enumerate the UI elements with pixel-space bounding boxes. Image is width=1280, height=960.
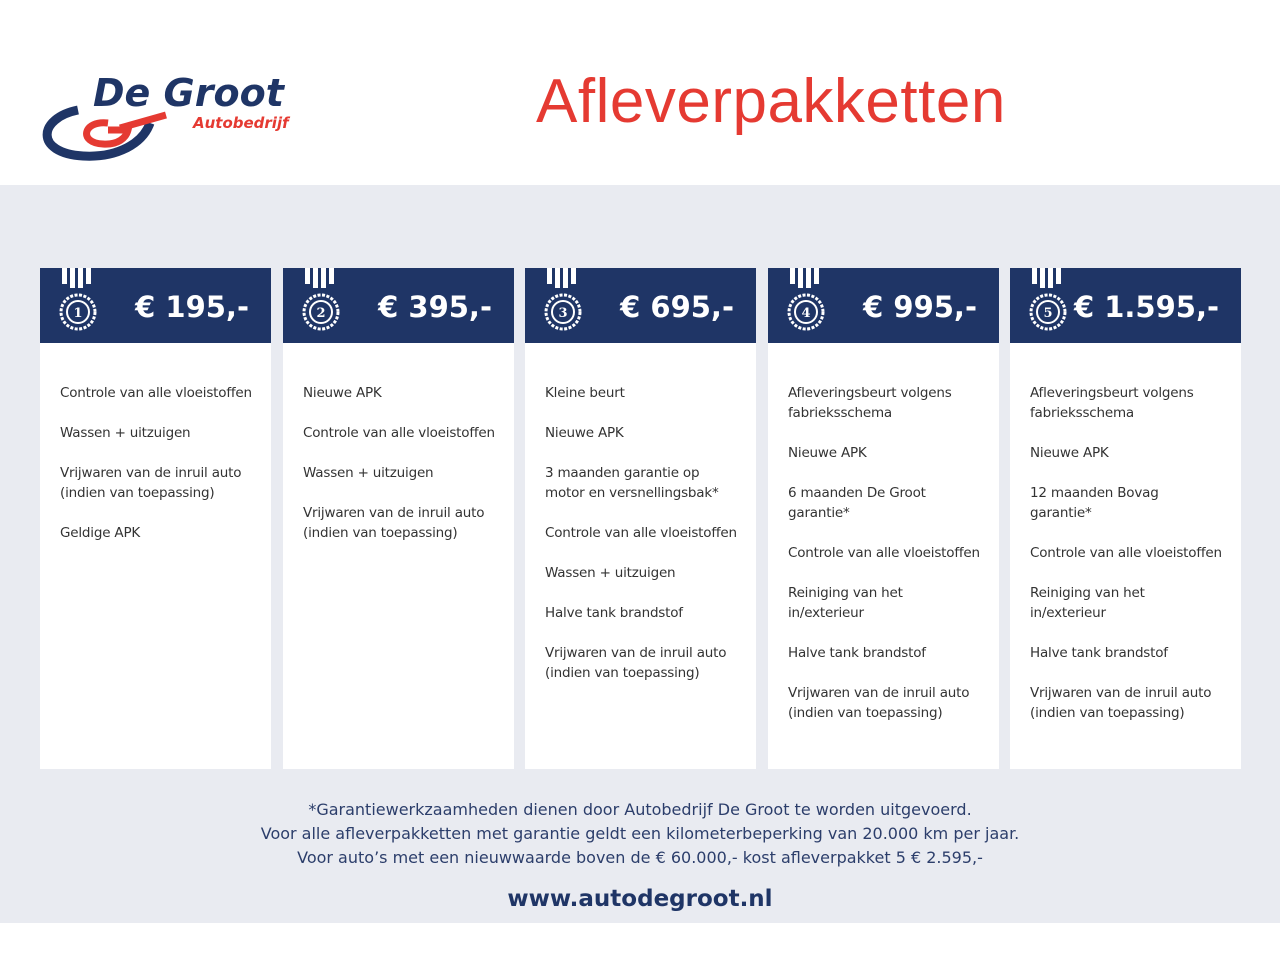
footnote-line: *Garantiewerkzaamheden dienen door Autob… xyxy=(308,800,972,819)
package-item: Controle van alle vloeistoffen xyxy=(1030,545,1222,561)
package-card: 1 € 195,- Controle van alle vloeistoffen W… xyxy=(40,268,271,769)
package-item: Halve tank brandstof xyxy=(788,645,926,661)
package-item: Geldige APK xyxy=(60,525,141,541)
package-item: Vrijwaren van de inruil auto (indien van… xyxy=(788,685,970,721)
package-price: € 995,- xyxy=(863,290,977,324)
package-header: 4 € 995,- xyxy=(768,268,999,343)
page-title: Afleverpakketten xyxy=(536,67,1006,136)
package-item: Halve tank brandstof xyxy=(545,605,683,621)
svg-text:3: 3 xyxy=(558,306,567,321)
package-item: Vrijwaren van de inruil auto (indien van… xyxy=(545,645,727,681)
package-item: 12 maanden Bovag garantie* xyxy=(1030,485,1159,521)
package-item: Afleveringsbeurt volgens fabrieksschema xyxy=(788,385,952,421)
package-item: 6 maanden De Groot garantie* xyxy=(788,485,926,521)
package-header: 2 € 395,- xyxy=(283,268,514,343)
package-item: Nieuwe APK xyxy=(545,425,624,441)
package-price: € 695,- xyxy=(620,290,734,324)
package-item: Nieuwe APK xyxy=(788,445,867,461)
package-item: Wassen + uitzuigen xyxy=(545,565,676,581)
package-item: Controle van alle vloeistoffen xyxy=(545,525,737,541)
header: De Groot Autobedrijf Afleverpakketten xyxy=(0,0,1280,185)
svg-text:2: 2 xyxy=(316,306,325,321)
package-price: € 1.595,- xyxy=(1073,290,1219,324)
package-item: Controle van alle vloeistoffen xyxy=(303,425,495,441)
package-item: Controle van alle vloeistoffen xyxy=(788,545,980,561)
package-item: Nieuwe APK xyxy=(303,385,382,401)
website-link[interactable]: www.autodegroot.nl xyxy=(507,886,773,912)
medal-icon: 1 xyxy=(59,268,97,331)
package-card: 5 € 1.595,- Afleveringsbeurt volgens fabr… xyxy=(1010,268,1241,769)
package-item: 3 maanden garantie op motor en versnelli… xyxy=(545,465,719,501)
package-item: Afleveringsbeurt volgens fabrieksschema xyxy=(1030,385,1194,421)
svg-text:4: 4 xyxy=(801,306,810,321)
package-item: Vrijwaren van de inruil auto (indien van… xyxy=(1030,685,1212,721)
package-item: Wassen + uitzuigen xyxy=(303,465,434,481)
package-item: Reiniging van het in/exterieur xyxy=(1030,585,1145,621)
package-item: Halve tank brandstof xyxy=(1030,645,1168,661)
footnote-line: Voor alle afleverpakketten met garantie … xyxy=(260,824,1020,843)
medal-icon: 2 xyxy=(302,268,340,331)
package-card: 3 € 695,- Kleine beurt Nieuwe APK 3 maanden… xyxy=(525,268,756,769)
footnote-line: Voor auto’s met een nieuwwaarde boven de… xyxy=(297,848,983,867)
package-item: Controle van alle vloeistoffen xyxy=(60,385,252,401)
package-header: 5 € 1.595,- xyxy=(1010,268,1241,343)
medal-icon: 4 xyxy=(787,268,825,331)
medal-icon: 5 xyxy=(1029,268,1067,331)
package-item: Wassen + uitzuigen xyxy=(60,425,191,441)
package-item: Vrijwaren van de inruil auto (indien van… xyxy=(303,505,485,541)
package-header: 1 € 195,- xyxy=(40,268,271,343)
footnote: *Garantiewerkzaamheden dienen door Autob… xyxy=(0,798,1280,870)
package-item: Reiniging van het in/exterieur xyxy=(788,585,903,621)
package-item: Nieuwe APK xyxy=(1030,445,1109,461)
medal-icon: 3 xyxy=(544,268,582,331)
package-price: € 395,- xyxy=(378,290,492,324)
de-groot-logo: De Groot Autobedrijf xyxy=(42,71,291,161)
package-item: Kleine beurt xyxy=(545,385,625,401)
svg-text:Autobedrijf: Autobedrijf xyxy=(192,114,291,132)
package-item: Vrijwaren van de inruil auto (indien van… xyxy=(60,465,242,501)
svg-text:De Groot: De Groot xyxy=(93,71,286,115)
package-header: 3 € 695,- xyxy=(525,268,756,343)
package-card: 2 € 395,- Nieuwe APK Controle van alle vlo… xyxy=(283,268,514,769)
svg-text:5: 5 xyxy=(1043,306,1052,321)
svg-text:1: 1 xyxy=(73,306,82,321)
package-card: 4 € 995,- Afleveringsbeurt volgens fabrie… xyxy=(768,268,999,769)
package-price: € 195,- xyxy=(135,290,249,324)
